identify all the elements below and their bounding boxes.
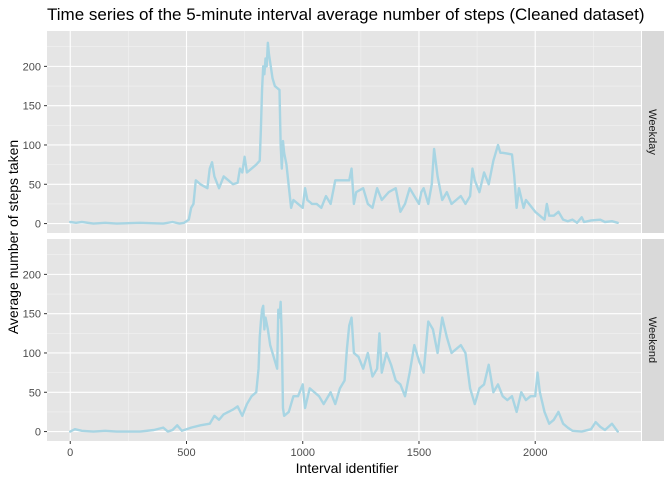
y-tick-label: 150: [23, 309, 41, 321]
y-tick-label: 100: [23, 140, 41, 152]
facet-strip: [642, 31, 664, 233]
y-tick-label: 100: [23, 348, 41, 360]
facet-strip-label: Weekend: [646, 317, 658, 363]
x-tick-label: 1500: [407, 447, 431, 459]
panel-background: [47, 31, 641, 233]
panel-weekend: 0 50 100 150 200 Weekend: [23, 239, 664, 441]
x-axis: 0 500 1000 1500 2000: [67, 441, 547, 459]
y-axis-title: Average number of steps taken: [5, 140, 21, 334]
series-line-weekend: [69, 300, 619, 433]
x-axis-title: Interval identifier: [296, 460, 399, 476]
facet-strip-label: Weekday: [646, 109, 658, 155]
y-tick-label: 150: [23, 101, 41, 113]
chart-title: Time series of the 5-minute interval ave…: [47, 5, 645, 24]
x-tick-label: 1000: [290, 447, 314, 459]
y-tick-label: 0: [35, 219, 41, 231]
y-tick-label: 200: [23, 61, 41, 73]
facet-strip: [642, 239, 664, 441]
panel-background: [47, 239, 641, 441]
series-line-weekday: [69, 41, 619, 225]
panel-weekday: 0 50 100 150 200 Weekday: [23, 31, 664, 233]
x-tick-label: 2000: [523, 447, 547, 459]
x-tick-label: 0: [67, 447, 73, 459]
y-tick-label: 0: [35, 427, 41, 439]
x-tick-label: 500: [177, 447, 195, 459]
y-tick-label: 50: [29, 387, 41, 399]
facet-panels: 0 50 100 150 200 Weekday 0 50 100 150 200 Weekend: [23, 31, 664, 441]
y-tick-label: 200: [23, 269, 41, 281]
y-tick-label: 50: [29, 179, 41, 191]
